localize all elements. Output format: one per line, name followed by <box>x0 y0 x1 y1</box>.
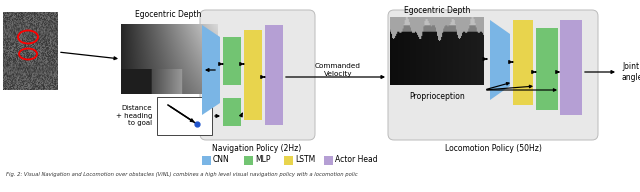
Text: Fig. 2: Visual Navigation and Locomotion over obstacles (ViNL) combines a high l: Fig. 2: Visual Navigation and Locomotion… <box>6 172 358 177</box>
Text: Commanded
Velocity: Commanded Velocity <box>315 63 361 77</box>
Text: CNN: CNN <box>213 156 230 165</box>
FancyBboxPatch shape <box>388 10 598 140</box>
Text: Locomotion Policy (50Hz): Locomotion Policy (50Hz) <box>445 144 541 153</box>
Bar <box>223 98 241 126</box>
Text: MLP: MLP <box>255 156 271 165</box>
Bar <box>157 97 212 135</box>
Bar <box>223 37 241 85</box>
Text: Actor Head: Actor Head <box>335 156 378 165</box>
Bar <box>244 30 262 120</box>
Text: Navigation Policy (2Hz): Navigation Policy (2Hz) <box>212 144 301 153</box>
Text: LSTM: LSTM <box>295 156 316 165</box>
Bar <box>284 156 293 165</box>
Bar <box>560 20 582 115</box>
Text: Joint
angles: Joint angles <box>622 62 640 82</box>
Text: Distance
+ heading
to goal: Distance + heading to goal <box>116 105 152 127</box>
Bar <box>513 20 533 105</box>
Polygon shape <box>490 20 510 100</box>
Bar <box>324 156 333 165</box>
Text: Proprioception: Proprioception <box>409 92 465 101</box>
Bar <box>202 156 211 165</box>
Bar <box>265 25 283 125</box>
Bar <box>244 156 253 165</box>
FancyBboxPatch shape <box>200 10 315 140</box>
Polygon shape <box>202 25 220 115</box>
Text: Egocentric Depth: Egocentric Depth <box>135 10 201 19</box>
Text: Egocentric Depth: Egocentric Depth <box>404 6 470 15</box>
Bar <box>536 28 558 110</box>
